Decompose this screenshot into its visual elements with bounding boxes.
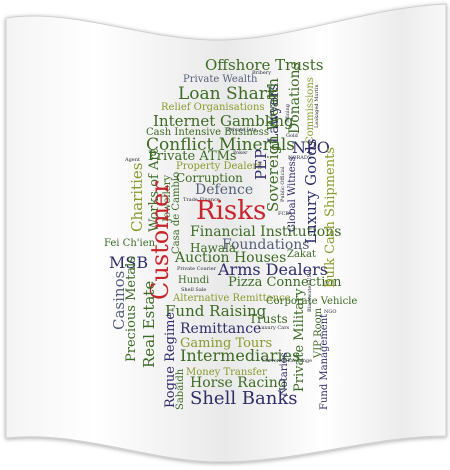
word-currency-exchange: Currency Exchange (262, 358, 313, 364)
word-horse-racing: Horse Racing (190, 375, 287, 391)
word-blackwater-usa: Blackwater USA (307, 270, 313, 312)
word-internet-gambling: Internet Gambling (153, 112, 294, 130)
word-charities: Charities (128, 162, 146, 232)
word-fund-raising: Fund Raising (165, 302, 267, 320)
word-npo: NPO (292, 138, 330, 157)
word-risks: Risks (196, 196, 267, 226)
word-fund-management: Fund Management (319, 313, 330, 410)
word-fei-chien: Fei Ch'ien (104, 238, 156, 249)
flag-shape (5, 3, 447, 463)
word-arms-dealers: Arms Dealers (218, 260, 328, 279)
word-trusts: Trusts (249, 312, 288, 326)
word-global-witness: Global Witness (287, 156, 298, 232)
word-cash-intensive-business: Cash Intensive Business (146, 127, 269, 138)
word-sabaidh: Sabaidh (175, 368, 186, 410)
word-ship-sale: Shell Sale (181, 287, 207, 293)
word-intermediaries: Intermediaries (180, 346, 301, 365)
word-bulk-cash-shipments: Bulk Cash Shipments (323, 146, 338, 288)
word-private-atms: Private ATMs (148, 149, 237, 164)
word-donations: Donations (287, 62, 303, 134)
word-norads: NORADS (288, 155, 312, 161)
word-luxury-cars: Luxury Cars (258, 325, 290, 331)
word-gold: Gold (286, 133, 298, 139)
word-pep: PEP (252, 148, 270, 180)
word-luxury-goods: Luxury Goods (302, 138, 320, 245)
word-conflict-minerals: Conflict Minerals (146, 135, 295, 155)
word-sovereign-wealth: Sovereign Wealth (264, 77, 282, 212)
word-property-dealers: Property Dealers (176, 161, 263, 172)
word-private-military: Private Military (292, 288, 307, 392)
word-auction-houses: Auction Houses (175, 250, 287, 266)
word-relief-organisations: Relief Organisations (161, 102, 265, 113)
word-corporate-vehicle: Corporate Vehicle (266, 296, 358, 307)
word-agent: Agent (125, 157, 140, 163)
word-bribery: Bribery (252, 70, 272, 76)
word-money-transfer: Money Transfer (186, 367, 267, 378)
word-private-jets: Private Jets (227, 127, 257, 133)
word-private-wealth: Private Wealth (183, 74, 258, 85)
word-leakage-martin: Leakaged Martin (314, 84, 320, 128)
word-precious-metals: Precious Metals (124, 256, 139, 362)
word-corruption: Corruption (176, 171, 243, 185)
word-trade-finance: Trade Finance (183, 197, 220, 203)
word-loan-shark: Loan Shark (178, 84, 278, 104)
word-financial-institutions: Financial Institutions (190, 224, 342, 240)
word-ngo: NGO (324, 309, 337, 315)
word-hawala: Hawala (190, 241, 237, 255)
word-public-official: Public Official (280, 166, 286, 202)
word-pizza-connection: Pizza Connection (228, 275, 342, 290)
word-defence: Defence (195, 182, 254, 198)
word-poker: Poker (233, 150, 248, 156)
word-offshore-trusts: Offshore Trusts (205, 56, 324, 74)
word-private-courier: Private Courier (177, 266, 217, 272)
word-real-estate: Real Estate (140, 280, 158, 368)
word-shell-banks: Shell Banks (190, 388, 298, 409)
word-msb: MSB (109, 253, 149, 272)
word-alternative-remittance: Alternative Remittance (173, 293, 291, 304)
word-remittance: Remittance (180, 321, 262, 337)
word-zakat: Zakat (287, 249, 316, 260)
word-fcpa: FCPA (278, 211, 292, 217)
word-gaming-tours: Gaming Tours (180, 336, 273, 351)
word-mining: Mining (285, 104, 291, 122)
word-hundi: Hundi (178, 275, 210, 286)
word-notaries: Notaries (279, 352, 290, 396)
word-foundations: Foundations (222, 237, 310, 253)
